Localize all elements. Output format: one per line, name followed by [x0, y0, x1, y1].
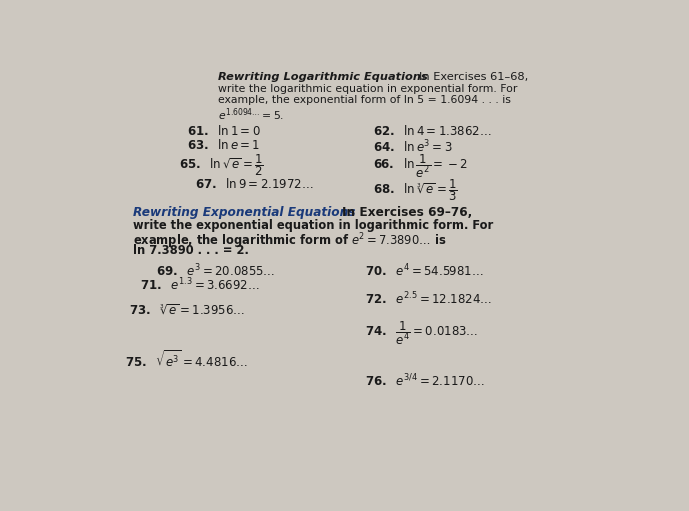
Text: $\mathbf{65.}$  $\ln \sqrt{e} = \dfrac{1}{2}$: $\mathbf{65.}$ $\ln \sqrt{e} = \dfrac{1}… [179, 152, 264, 178]
Text: $\mathbf{66.}$  $\ln \dfrac{1}{e^2} = -2$: $\mathbf{66.}$ $\ln \dfrac{1}{e^2} = -2$ [373, 152, 468, 180]
Text: example, the exponential form of ln 5 = 1.6094 . . . is: example, the exponential form of ln 5 = … [218, 95, 511, 105]
Text: $\mathbf{71.}$  $e^{1.3} = 3.6692 \ldots$: $\mathbf{71.}$ $e^{1.3} = 3.6692 \ldots$ [141, 277, 260, 293]
Text: $\mathbf{74.}$  $\dfrac{1}{e^4} = 0.0183 \ldots$: $\mathbf{74.}$ $\dfrac{1}{e^4} = 0.0183 … [365, 319, 478, 347]
Text: $\mathbf{72.}$  $e^{2.5} = 12.1824 \ldots$: $\mathbf{72.}$ $e^{2.5} = 12.1824 \ldots… [365, 291, 493, 308]
Text: $\mathbf{61.}$  $\ln 1 = 0$: $\mathbf{61.}$ $\ln 1 = 0$ [187, 125, 260, 138]
Text: $\mathbf{67.}$  $\ln 9 = 2.1972 \ldots$: $\mathbf{67.}$ $\ln 9 = 2.1972 \ldots$ [194, 177, 313, 191]
Text: In Exercises 61–68,: In Exercises 61–68, [420, 72, 528, 82]
Text: $e^{1.6094\ldots} = 5.$: $e^{1.6094\ldots} = 5.$ [218, 106, 284, 123]
Text: $\mathbf{73.}$  $\sqrt[3]{e} = 1.3956 \ldots$: $\mathbf{73.}$ $\sqrt[3]{e} = 1.3956 \ld… [129, 304, 245, 318]
Text: $\mathbf{68.}$  $\ln \sqrt[3]{e} = \dfrac{1}{3}$: $\mathbf{68.}$ $\ln \sqrt[3]{e} = \dfrac… [373, 177, 457, 202]
Text: Rewriting Logarithmic Equations: Rewriting Logarithmic Equations [218, 72, 428, 82]
Text: write the logarithmic equation in exponential form. For: write the logarithmic equation in expone… [218, 84, 517, 95]
Text: ln 7.3890 . . . = 2.: ln 7.3890 . . . = 2. [132, 244, 249, 257]
Text: $\mathbf{63.}$  $\ln e = 1$: $\mathbf{63.}$ $\ln e = 1$ [187, 138, 260, 152]
Text: $\mathbf{70.}$  $e^4 = 54.5981 \ldots$: $\mathbf{70.}$ $e^4 = 54.5981 \ldots$ [365, 263, 484, 280]
Text: Rewriting Exponential Equations: Rewriting Exponential Equations [132, 206, 355, 219]
Text: In Exercises 69–76,: In Exercises 69–76, [342, 206, 472, 219]
Text: $\mathbf{69.}$  $e^3 = 20.0855 \ldots$: $\mathbf{69.}$ $e^3 = 20.0855 \ldots$ [156, 263, 275, 280]
Text: $\mathbf{76.}$  $e^{3/4} = 2.1170 \ldots$: $\mathbf{76.}$ $e^{3/4} = 2.1170 \ldots$ [365, 373, 485, 390]
Text: $\mathbf{64.}$  $\ln e^3 = 3$: $\mathbf{64.}$ $\ln e^3 = 3$ [373, 138, 453, 155]
Text: write the exponential equation in logarithmic form. For: write the exponential equation in logari… [132, 219, 493, 232]
Text: $\mathbf{62.}$  $\ln 4 = 1.3862 \ldots$: $\mathbf{62.}$ $\ln 4 = 1.3862 \ldots$ [373, 125, 491, 138]
Text: example, the logarithmic form of $e^2 = 7.3890\ldots$ is: example, the logarithmic form of $e^2 = … [132, 231, 446, 251]
Text: $\mathbf{75.}$  $\sqrt{e^3} = 4.4816 \ldots$: $\mathbf{75.}$ $\sqrt{e^3} = 4.4816 \ldo… [125, 350, 248, 371]
